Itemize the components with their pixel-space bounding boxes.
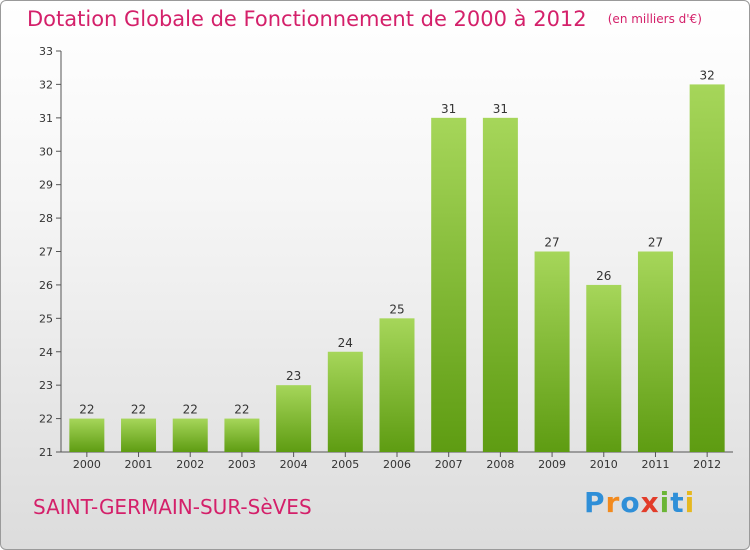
y-tick-label: 26 [39,279,53,292]
value-label-2001: 22 [131,403,146,417]
bar-2008[interactable] [482,117,518,452]
value-label-2009: 27 [544,236,559,250]
x-tick-label-2002: 2002 [176,458,204,471]
x-tick-label-2008: 2008 [486,458,514,471]
y-tick-label: 21 [39,446,53,459]
x-tick-label-2005: 2005 [331,458,359,471]
value-label-2002: 22 [183,403,198,417]
x-tick-label-2009: 2009 [538,458,566,471]
bar-2000[interactable] [69,418,105,452]
x-axis: 2000 2001 2002 2003 2004 2005 2006 2007 2008 2009… [61,451,733,471]
title-row: Dotation Globale de Fonctionnement de 20… [27,7,702,31]
x-tick-label-2001: 2001 [125,458,153,471]
y-tick-label: 25 [39,312,53,325]
value-label-2003: 22 [234,403,249,417]
y-tick-label: 31 [39,112,53,125]
y-axis: 21 22 23 24 25 26 27 28 29 30 31 32 33 [39,45,62,459]
bar-2004[interactable] [276,385,312,452]
x-tick-label-2010: 2010 [590,458,618,471]
value-label-2007: 31 [441,102,456,116]
value-label-2005: 24 [338,336,353,350]
value-label-2004: 23 [286,369,301,383]
bars: 22 22 22 22 23 24 25 31 31 27 26 27 32 [69,68,725,453]
y-tick-label: 28 [39,212,53,225]
x-tick-label-2004: 2004 [280,458,308,471]
y-tick-label: 27 [39,246,53,259]
logo-letter: P [584,486,606,519]
y-tick-label: 29 [39,179,53,192]
value-label-2011: 27 [648,236,663,250]
bar-2002[interactable] [172,418,208,452]
logo-letter: t [670,486,685,519]
value-label-2006: 25 [389,302,404,316]
x-tick-label-2006: 2006 [383,458,411,471]
bar-2010[interactable] [586,284,622,452]
x-tick-label-2007: 2007 [435,458,463,471]
y-tick-label: 32 [39,78,53,91]
y-tick-label: 23 [39,379,53,392]
value-label-2008: 31 [493,102,508,116]
value-label-2010: 26 [596,269,611,283]
y-tick-label: 33 [39,45,53,58]
bar-2007[interactable] [431,117,467,452]
y-tick-label: 22 [39,413,53,426]
bar-2003[interactable] [224,418,260,452]
logo-letter: o [620,486,641,519]
logo-letter: x [640,486,660,519]
chart-title: Dotation Globale de Fonctionnement de 20… [27,7,587,31]
x-tick-label-2000: 2000 [73,458,101,471]
bar-2009[interactable] [534,251,570,453]
logo-letter: i [684,486,696,519]
chart-subtitle: (en milliers d'€) [607,12,702,26]
bar-2001[interactable] [121,418,157,452]
y-tick-label: 30 [39,145,53,158]
proxiti-logo[interactable]: Proxiti [584,486,695,519]
bar-2011[interactable] [637,251,673,453]
logo-letter: r [605,486,621,519]
y-tick-label: 24 [39,346,53,359]
bar-2006[interactable] [379,318,415,452]
commune-name: SAINT-GERMAIN-SUR-SèVES [33,495,312,519]
value-label-2000: 22 [79,403,94,417]
bar-2005[interactable] [327,351,363,452]
logo-letter: i [659,486,671,519]
x-tick-label-2011: 2011 [641,458,669,471]
bar-2012[interactable] [689,84,725,453]
x-tick-label-2003: 2003 [228,458,256,471]
x-tick-label-2012: 2012 [693,458,721,471]
value-label-2012: 32 [700,68,715,82]
